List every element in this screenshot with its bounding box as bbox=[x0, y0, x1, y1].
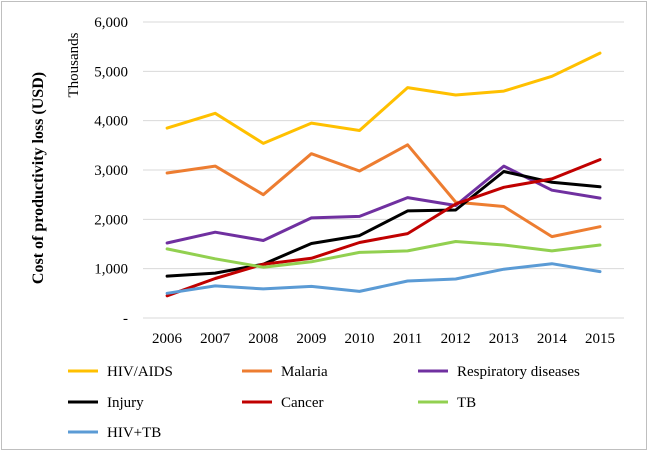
x-tick-label: 2006 bbox=[152, 331, 183, 347]
series-line-hiv-aids bbox=[165, 51, 602, 145]
x-tick-label: 2011 bbox=[393, 331, 422, 347]
legend: HIV/AIDS Malaria Respiratory diseases Injur… bbox=[68, 364, 580, 441]
series-line-malaria bbox=[165, 143, 602, 239]
y-tick-label: 2,000 bbox=[94, 212, 128, 228]
y-tick-label: - bbox=[123, 311, 128, 327]
legend-label: Cancer bbox=[281, 395, 323, 411]
x-tick-label: 2013 bbox=[489, 331, 519, 347]
legend-label: TB bbox=[457, 395, 476, 411]
legend-item: Cancer bbox=[242, 395, 323, 411]
x-tick-label: 2015 bbox=[585, 331, 615, 347]
series-lines bbox=[165, 51, 602, 298]
y-tick-label: 4,000 bbox=[94, 114, 128, 130]
series-line-hiv-tb bbox=[165, 262, 602, 295]
x-tick-label: 2012 bbox=[441, 331, 471, 347]
legend-label: HIV+TB bbox=[107, 425, 161, 441]
x-tick-label: 2008 bbox=[248, 331, 278, 347]
legend-item: Respiratory diseases bbox=[418, 364, 580, 380]
series-line-cancer bbox=[165, 158, 602, 298]
legend-item: HIV/AIDS bbox=[68, 364, 173, 380]
legend-label: Respiratory diseases bbox=[457, 364, 580, 380]
y-axis-units: Thousands bbox=[66, 32, 82, 97]
legend-label: HIV/AIDS bbox=[107, 364, 173, 380]
y-tick-label: 3,000 bbox=[94, 163, 128, 179]
x-tick-label: 2009 bbox=[296, 331, 326, 347]
x-tick-label: 2014 bbox=[537, 331, 568, 347]
legend-label: Malaria bbox=[281, 364, 328, 380]
y-axis-label: Cost of productivity loss (USD) bbox=[30, 72, 47, 284]
legend-item: Malaria bbox=[242, 364, 328, 380]
legend-item: HIV+TB bbox=[68, 425, 161, 441]
y-axis-ticks: - 1,000 2,000 3,000 4,000 5,000 6,000 bbox=[94, 15, 128, 327]
legend-label: Injury bbox=[107, 395, 144, 411]
x-tick-label: 2007 bbox=[200, 331, 231, 347]
legend-item: Injury bbox=[68, 395, 144, 411]
x-tick-label: 2010 bbox=[344, 331, 374, 347]
y-tick-label: 5,000 bbox=[94, 64, 128, 80]
y-tick-label: 6,000 bbox=[94, 15, 128, 31]
y-tick-label: 1,000 bbox=[94, 262, 128, 278]
legend-item: TB bbox=[418, 395, 476, 411]
series-line-tb bbox=[165, 240, 602, 269]
series-line-injury bbox=[165, 170, 602, 278]
gridlines bbox=[143, 21, 624, 319]
x-axis-ticks: 2006 2007 2008 2009 2010 2011 2012 2013 2014 2015 bbox=[152, 331, 615, 347]
